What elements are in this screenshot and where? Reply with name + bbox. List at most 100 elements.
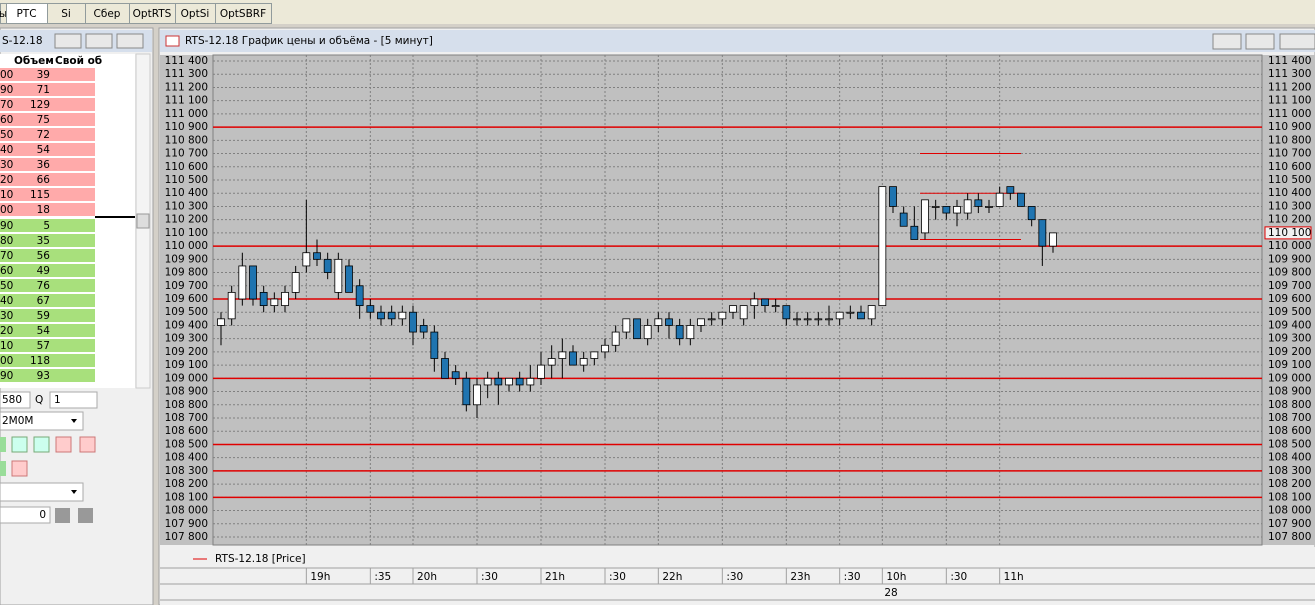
buy-button[interactable] bbox=[33, 436, 50, 453]
tab[interactable] bbox=[215, 3, 272, 24]
y2-tick-label: 110 900 bbox=[1268, 121, 1311, 133]
y-tick-label: 110 800 bbox=[165, 134, 208, 146]
candle-body bbox=[718, 311, 727, 320]
candle-body bbox=[217, 318, 225, 326]
chart-window-title: RTS-12.18 График цены и объёма - [5 мину… bbox=[185, 35, 433, 47]
book-volume: 93 bbox=[37, 370, 50, 382]
x-tick-label: 20h bbox=[417, 571, 437, 583]
amount-input[interactable] bbox=[0, 506, 51, 524]
candle-body bbox=[921, 199, 929, 234]
price-input[interactable] bbox=[0, 391, 31, 409]
book-price: 70 bbox=[0, 99, 13, 111]
candle-body bbox=[601, 344, 609, 353]
action-button[interactable] bbox=[78, 508, 93, 523]
y-tick-label: 110 500 bbox=[165, 174, 208, 186]
book-price: 90 bbox=[0, 370, 13, 382]
y2-tick-label: 109 200 bbox=[1268, 346, 1311, 358]
minimize-button[interactable] bbox=[1212, 33, 1242, 50]
maximize-button[interactable] bbox=[85, 33, 113, 49]
book-price: 10 bbox=[0, 189, 13, 201]
y-tick-label: 111 300 bbox=[165, 68, 208, 80]
buy-button[interactable] bbox=[0, 437, 6, 452]
asks-row bbox=[0, 98, 95, 111]
y-tick-label: 108 900 bbox=[165, 386, 208, 398]
y-tick-label: 108 800 bbox=[165, 399, 208, 411]
y2-tick-label: 109 600 bbox=[1268, 293, 1311, 305]
book-volume: 66 bbox=[37, 174, 51, 186]
book-volume: 5 bbox=[43, 220, 50, 232]
candle-body bbox=[761, 298, 769, 307]
account-dropdown[interactable] bbox=[0, 411, 84, 431]
y-tick-label: 109 500 bbox=[165, 306, 208, 318]
x-tick-label: 22h bbox=[662, 571, 682, 583]
y2-tick-label: 109 500 bbox=[1268, 306, 1311, 318]
type-dropdown[interactable] bbox=[0, 482, 84, 502]
candle-body bbox=[686, 325, 695, 340]
book-volume: 49 bbox=[37, 265, 50, 277]
book-volume: 75 bbox=[37, 114, 50, 126]
y2-tick-label: 111 200 bbox=[1268, 81, 1311, 93]
y2-tick-label: 110 000 bbox=[1268, 240, 1311, 252]
buy-button[interactable] bbox=[11, 436, 28, 453]
bids-row bbox=[0, 234, 95, 247]
y-tick-label: 111 200 bbox=[165, 81, 208, 93]
close-button[interactable] bbox=[116, 33, 144, 49]
amount-value: 0 bbox=[39, 509, 46, 521]
candle-body bbox=[281, 291, 289, 307]
candle-body bbox=[665, 318, 673, 326]
book-volume: 72 bbox=[37, 129, 50, 141]
plot-background bbox=[160, 55, 1315, 545]
y-tick-label: 108 700 bbox=[165, 412, 208, 424]
y-tick-label: 107 800 bbox=[165, 531, 208, 543]
candle-body bbox=[654, 318, 663, 326]
scroll-thumb[interactable] bbox=[136, 213, 150, 229]
maximize-button[interactable] bbox=[1245, 33, 1275, 50]
buy-button[interactable] bbox=[0, 461, 6, 476]
y2-tick-label: 110 400 bbox=[1268, 187, 1311, 199]
book-volume: 54 bbox=[37, 325, 51, 337]
last-price-label: 110 100 bbox=[1268, 227, 1311, 239]
price-value: 580 bbox=[2, 394, 22, 406]
candle-body bbox=[899, 212, 908, 227]
sell-button[interactable] bbox=[79, 436, 96, 453]
book-price: 40 bbox=[0, 295, 13, 307]
candle-body bbox=[1027, 206, 1036, 221]
qty-input[interactable] bbox=[49, 391, 98, 409]
minimize-button[interactable] bbox=[54, 33, 82, 49]
candle-body bbox=[793, 318, 801, 321]
x-tick-label: 23h bbox=[790, 571, 810, 583]
candle-body bbox=[526, 377, 535, 386]
qty-label: Q bbox=[35, 394, 43, 406]
y2-tick-label: 108 800 bbox=[1268, 399, 1311, 411]
y2-tick-label: 111 400 bbox=[1268, 55, 1311, 67]
candle-body bbox=[643, 325, 652, 340]
close-button[interactable] bbox=[1279, 33, 1315, 50]
x-tick-label: 19h bbox=[310, 571, 330, 583]
candle-body bbox=[857, 311, 865, 320]
tab-label: Сбер bbox=[94, 8, 121, 20]
y-tick-label: 109 600 bbox=[165, 293, 208, 305]
candle-body bbox=[419, 325, 428, 333]
candle-body bbox=[473, 384, 481, 406]
y2-tick-label: 111 100 bbox=[1268, 95, 1311, 107]
y2-tick-label: 110 500 bbox=[1268, 174, 1311, 186]
candle-body bbox=[547, 358, 556, 366]
candle-body bbox=[633, 318, 641, 340]
book-price: 80 bbox=[0, 235, 13, 247]
y-tick-label: 109 700 bbox=[165, 280, 208, 292]
candle-body bbox=[590, 351, 599, 359]
sell-button[interactable] bbox=[11, 460, 28, 477]
action-button[interactable] bbox=[55, 508, 70, 523]
candle-body bbox=[707, 318, 716, 321]
y2-tick-label: 108 500 bbox=[1268, 438, 1311, 450]
book-price: 90 bbox=[0, 84, 13, 96]
x-tick-label: :30 bbox=[481, 571, 498, 583]
sell-button[interactable] bbox=[55, 436, 72, 453]
tab-label: OptSi bbox=[181, 8, 210, 20]
candle-body bbox=[355, 285, 364, 307]
asks-row bbox=[0, 158, 95, 171]
candle-body bbox=[377, 311, 385, 320]
book-price: 00 bbox=[0, 355, 13, 367]
candle-body bbox=[462, 377, 471, 406]
candle-body bbox=[675, 325, 684, 340]
